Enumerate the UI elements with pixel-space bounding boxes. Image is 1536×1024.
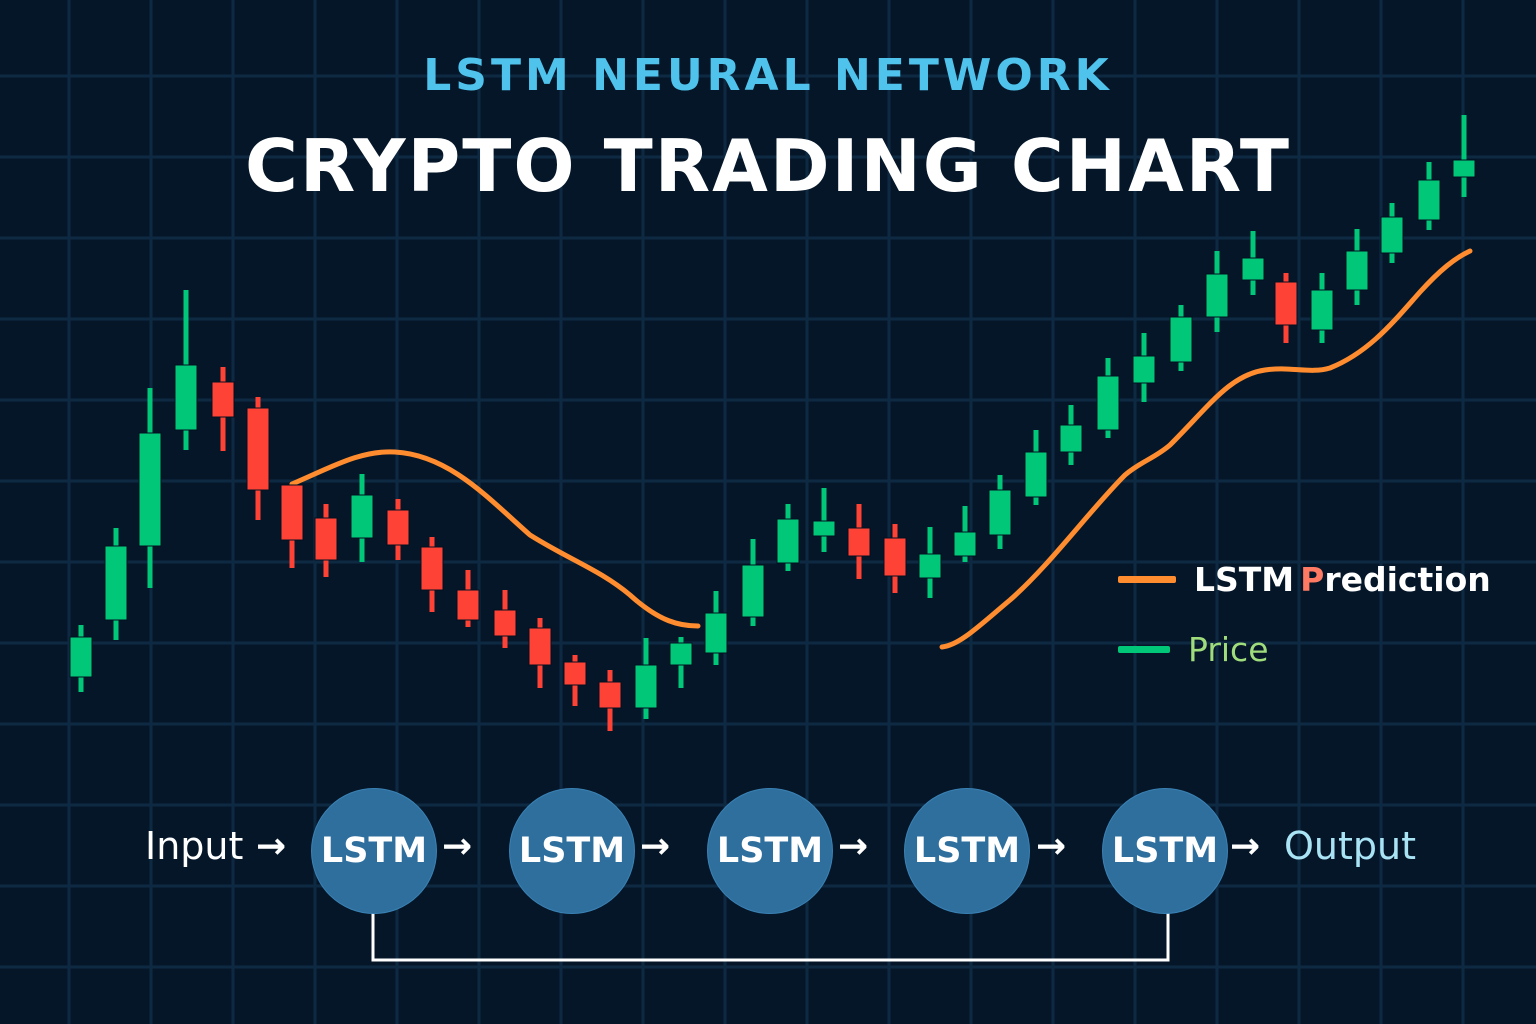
legend-label-price: Price bbox=[1188, 630, 1269, 669]
candle-down bbox=[493, 590, 517, 648]
prediction-line-segment bbox=[289, 449, 701, 629]
candle-up bbox=[138, 388, 162, 588]
chart-title: CRYPTO TRADING CHART bbox=[244, 124, 1292, 208]
legend-item-price: Price bbox=[1118, 630, 1269, 669]
legend-label-prediction: LSTM Prediction bbox=[1194, 560, 1491, 599]
candle-up bbox=[1169, 305, 1193, 371]
candle-up bbox=[1417, 162, 1441, 230]
arrow-right-icon: → bbox=[256, 826, 287, 867]
diagram-input-label: Input bbox=[145, 824, 244, 868]
candle-down bbox=[420, 537, 444, 612]
candle-up bbox=[1024, 430, 1048, 505]
candle-up bbox=[776, 504, 800, 571]
candle-down bbox=[246, 397, 270, 520]
candle-up bbox=[1132, 333, 1156, 402]
candle-down bbox=[386, 499, 410, 560]
lstm-node-3: LSTM bbox=[707, 788, 833, 914]
candle-up bbox=[812, 488, 836, 552]
lstm-prediction-line bbox=[289, 248, 1473, 650]
candle-up bbox=[1241, 231, 1265, 295]
candle-up bbox=[104, 528, 128, 640]
arrow-right-icon: → bbox=[442, 826, 473, 867]
candle-up bbox=[1059, 405, 1083, 465]
candle-down bbox=[563, 655, 587, 706]
chart-subtitle: LSTM NEURAL NETWORK bbox=[423, 50, 1113, 101]
candle-up bbox=[953, 506, 977, 562]
candle-up bbox=[1452, 115, 1476, 197]
price-swatch-icon bbox=[1118, 646, 1170, 653]
candle-up bbox=[350, 474, 374, 562]
candle-up bbox=[1310, 273, 1334, 343]
candle-down bbox=[280, 484, 304, 568]
candle-up bbox=[988, 475, 1012, 549]
candle-down bbox=[456, 570, 480, 627]
candle-up bbox=[1096, 358, 1120, 438]
candle-up bbox=[69, 625, 93, 692]
legend-item-prediction: LSTM Prediction bbox=[1118, 560, 1491, 599]
candle-down bbox=[598, 670, 622, 731]
candle-up bbox=[634, 638, 658, 719]
prediction-line-segment bbox=[939, 248, 1473, 650]
candle-down bbox=[847, 504, 871, 579]
candle-up bbox=[669, 637, 693, 688]
candle-up bbox=[704, 591, 728, 665]
candle-up bbox=[1345, 229, 1369, 305]
candle-down bbox=[1274, 273, 1298, 343]
lstm-node-2: LSTM bbox=[509, 788, 635, 914]
prediction-swatch-icon bbox=[1118, 576, 1176, 583]
candle-down bbox=[211, 367, 235, 451]
candle-up bbox=[918, 527, 942, 598]
price-candles bbox=[69, 115, 1476, 731]
arrow-right-icon: → bbox=[640, 826, 671, 867]
lstm-node-4: LSTM bbox=[904, 788, 1030, 914]
candle-down bbox=[314, 504, 338, 577]
candle-up bbox=[1380, 203, 1404, 263]
diagram-output-label: Output bbox=[1284, 824, 1416, 868]
candle-down bbox=[528, 618, 552, 688]
candle-up bbox=[741, 539, 765, 626]
candle-up bbox=[1205, 251, 1229, 332]
lstm-node-1: LSTM bbox=[311, 788, 437, 914]
lstm-node-5: LSTM bbox=[1102, 788, 1228, 914]
candle-down bbox=[883, 524, 907, 593]
candle-up bbox=[174, 290, 198, 450]
arrow-right-icon: → bbox=[1036, 826, 1067, 867]
arrow-right-icon: → bbox=[838, 826, 869, 867]
recurrent-feedback-line bbox=[371, 908, 1170, 962]
arrow-right-icon: → bbox=[1230, 826, 1261, 867]
